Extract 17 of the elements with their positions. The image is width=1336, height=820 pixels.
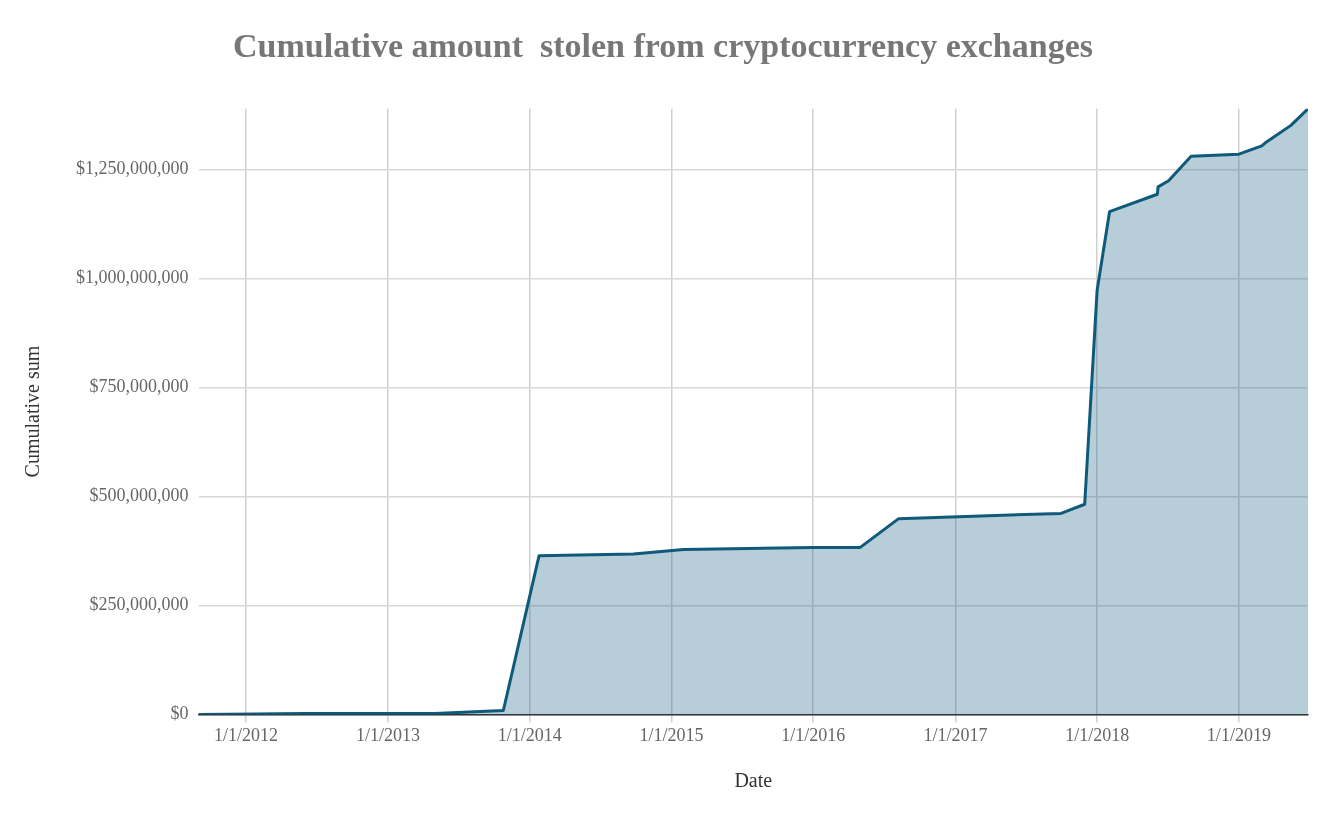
- x-tick-label: 1/1/2019: [1206, 724, 1271, 745]
- y-tick-label: $500,000,000: [89, 485, 189, 506]
- y-axis-title: Cumulative sum: [21, 345, 44, 478]
- x-tick-label: 1/1/2018: [1065, 724, 1130, 745]
- y-tick-label: $0: [170, 703, 189, 724]
- y-tick-label: $250,000,000: [89, 594, 189, 615]
- x-tick-label: 1/1/2013: [356, 724, 421, 745]
- chart-title: Cumulative amount stolen from cryptocurrency exchanges: [233, 27, 1093, 65]
- x-tick-label: 1/1/2016: [781, 724, 846, 745]
- y-tick-label: $1,000,000,000: [76, 267, 189, 288]
- y-tick-label: $1,250,000,000: [76, 158, 189, 179]
- x-axis-title: Date: [734, 769, 773, 792]
- x-tick-label: 1/1/2015: [639, 724, 704, 745]
- x-tick-label: 1/1/2012: [213, 724, 278, 745]
- x-tick-label: 1/1/2017: [923, 724, 988, 745]
- y-tick-label: $750,000,000: [89, 376, 189, 397]
- x-tick-label: 1/1/2014: [497, 724, 562, 745]
